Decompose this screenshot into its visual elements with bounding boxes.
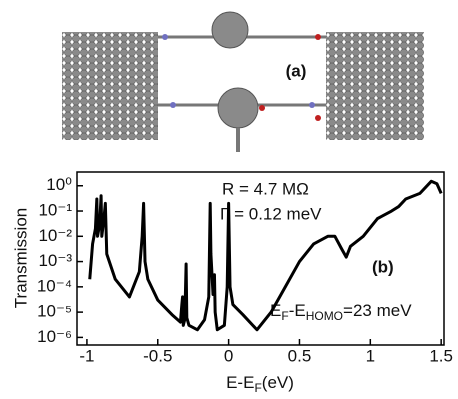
annotation: R = 4.7 MΩ (222, 179, 309, 198)
x-tick-label: 0.5 (288, 346, 312, 365)
y-axis-title: Transmission (11, 208, 30, 308)
annotation: Γ = 0.12 meV (220, 204, 322, 223)
annotation-sub: F (281, 309, 288, 323)
annotation-sub: HOMO (306, 309, 343, 323)
y-tick-label: 10⁻⁵ (37, 302, 72, 321)
x-title-part: E-E (226, 373, 254, 392)
annotation: EF-EHOMO=23 meV (270, 301, 412, 323)
y-tick-label: 10⁻⁶ (37, 327, 72, 346)
x-axis-title: E-EF(eV) (226, 373, 294, 395)
x-tick-label: 1 (366, 346, 375, 365)
figure: (a) Transmission E-EF(eV) R = 4.7 MΩ Γ =… (0, 0, 458, 399)
x-title-sub: F (254, 381, 261, 395)
molecule-render (62, 12, 424, 152)
annotation-part: =23 meV (343, 301, 412, 320)
panel-a-label: (a) (286, 61, 307, 80)
y-tick-label: 10⁰ (46, 175, 72, 194)
y-tick-label: 10⁻³ (38, 251, 72, 270)
x-tick-label: -1 (79, 346, 94, 365)
panel-b-label: (b) (372, 257, 394, 276)
x-tick-label: -0.5 (143, 346, 172, 365)
y-tick-label: 10⁻² (38, 226, 72, 245)
x-title-part: (eV) (262, 373, 294, 392)
y-tick-label: 10⁻¹ (38, 201, 72, 220)
x-tick-label: 1.5 (429, 346, 453, 365)
annotation-part: -E (289, 301, 306, 320)
x-tick-label: 0 (224, 346, 233, 365)
y-tick-label: 10⁻⁴ (37, 276, 72, 295)
